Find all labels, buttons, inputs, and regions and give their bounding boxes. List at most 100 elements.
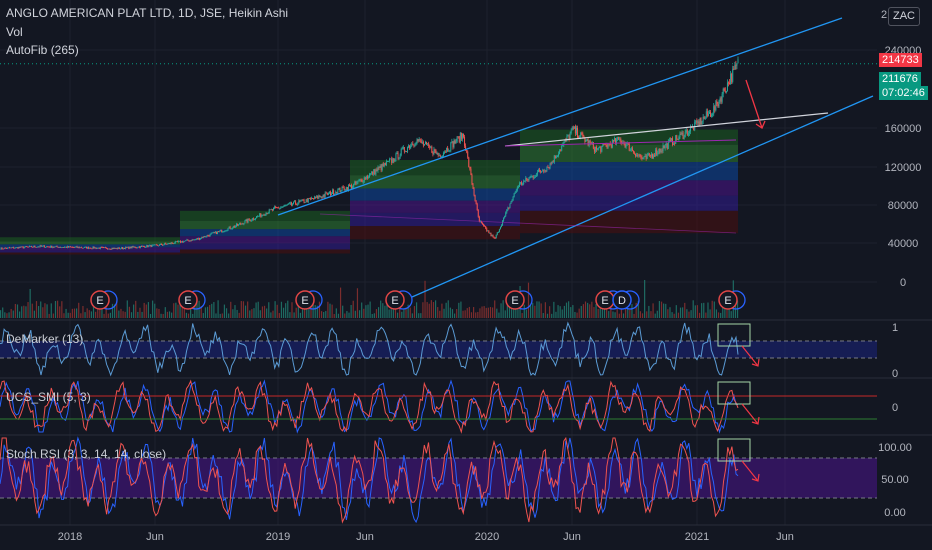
- fib-band: [350, 175, 520, 189]
- volume-bar: [228, 313, 230, 318]
- volume-bar: [703, 302, 705, 318]
- volume-bar: [130, 312, 133, 318]
- volume-bar: [498, 312, 500, 318]
- candle-body: [183, 241, 185, 243]
- candle-body: [20, 246, 22, 248]
- candle-body: [345, 187, 347, 191]
- candle-body: [493, 237, 495, 238]
- volume-bar: [399, 308, 401, 318]
- candle-body: [264, 215, 266, 216]
- candle-body: [607, 143, 609, 148]
- volume-bar: [551, 313, 553, 318]
- candle-body: [130, 246, 132, 249]
- candle-body: [199, 237, 201, 240]
- candle-body: [680, 133, 682, 135]
- candle-body: [618, 137, 620, 140]
- candle-body: [203, 236, 205, 238]
- candle-body: [435, 150, 437, 154]
- candle-body: [192, 239, 194, 241]
- candle-body: [609, 143, 611, 145]
- candle-body: [29, 246, 31, 247]
- candle-body: [354, 181, 356, 184]
- candle-body: [189, 240, 191, 242]
- volume-bar: [236, 309, 238, 318]
- candle-body: [698, 121, 700, 126]
- volume-bar: [295, 307, 297, 318]
- volume-bar: [99, 307, 101, 318]
- volume-bar: [316, 305, 318, 318]
- volume-bar: [373, 313, 375, 318]
- candle-body: [259, 213, 261, 216]
- candle-body: [392, 158, 394, 163]
- volume-bar: [377, 307, 380, 318]
- candle-body: [63, 247, 65, 248]
- candle-body: [732, 68, 734, 82]
- candle-body: [574, 126, 576, 134]
- candle-body: [335, 191, 337, 194]
- candle-body: [676, 135, 678, 139]
- currency-button[interactable]: ZAC: [888, 7, 920, 26]
- candle-body: [44, 247, 46, 248]
- stoch-rsi-label: Stoch RSI (3, 3, 14, 14, close): [6, 447, 167, 461]
- volume-bar: [42, 307, 44, 318]
- candle-body: [226, 230, 228, 232]
- candle-body: [31, 246, 33, 248]
- candle-body: [679, 133, 681, 138]
- candle-body: [428, 143, 430, 147]
- volume-bar: [675, 305, 677, 318]
- volume-bar: [31, 303, 33, 318]
- candle-body: [382, 163, 384, 167]
- volume-bar: [168, 311, 171, 318]
- candle-body: [280, 207, 282, 209]
- volume-bar: [407, 304, 409, 318]
- candle-body: [558, 153, 560, 157]
- fib-band: [520, 162, 738, 181]
- candle-body: [268, 209, 270, 213]
- candle-body: [512, 196, 514, 200]
- fib-band: [520, 144, 738, 163]
- candle-body: [380, 165, 382, 171]
- candle-body: [379, 165, 381, 168]
- candle-body: [433, 149, 435, 154]
- candle-body: [423, 144, 425, 146]
- volume-bar: [540, 303, 542, 318]
- volume-bar: [215, 313, 217, 318]
- volume-bar: [409, 307, 411, 318]
- volume-bar: [728, 305, 730, 318]
- volume-bar: [418, 313, 420, 318]
- candle-body: [181, 241, 183, 243]
- volume-bar: [211, 303, 213, 318]
- candle-body: [637, 154, 639, 156]
- candle-body: [295, 201, 297, 205]
- candle-body: [675, 135, 677, 144]
- candle-body: [98, 247, 100, 249]
- candle-body: [120, 247, 122, 249]
- candle-body: [227, 228, 229, 231]
- candle-body: [45, 246, 47, 248]
- candle-body: [159, 244, 161, 245]
- candle-body: [88, 247, 90, 249]
- candle-body: [390, 158, 392, 160]
- volume-bar: [61, 301, 63, 318]
- volume-bar: [669, 307, 671, 318]
- fib-band: [0, 250, 180, 253]
- volume-bar: [206, 306, 209, 318]
- event-marker-label: E: [301, 295, 308, 307]
- candle-body: [541, 171, 543, 173]
- candle-body: [636, 154, 638, 157]
- volume-bar: [323, 312, 325, 318]
- candle-body: [86, 246, 88, 249]
- volume-bar: [274, 301, 276, 318]
- candle-body: [232, 226, 234, 229]
- candle-body: [432, 152, 434, 154]
- volume-bar: [563, 305, 565, 318]
- volume-bar: [276, 304, 278, 318]
- candle-body: [73, 247, 75, 249]
- candle-body: [190, 240, 192, 242]
- candle-body: [674, 143, 676, 145]
- candle-body: [262, 214, 264, 216]
- candle-body: [521, 182, 523, 185]
- candle-body: [503, 217, 505, 221]
- candle-body: [426, 141, 428, 145]
